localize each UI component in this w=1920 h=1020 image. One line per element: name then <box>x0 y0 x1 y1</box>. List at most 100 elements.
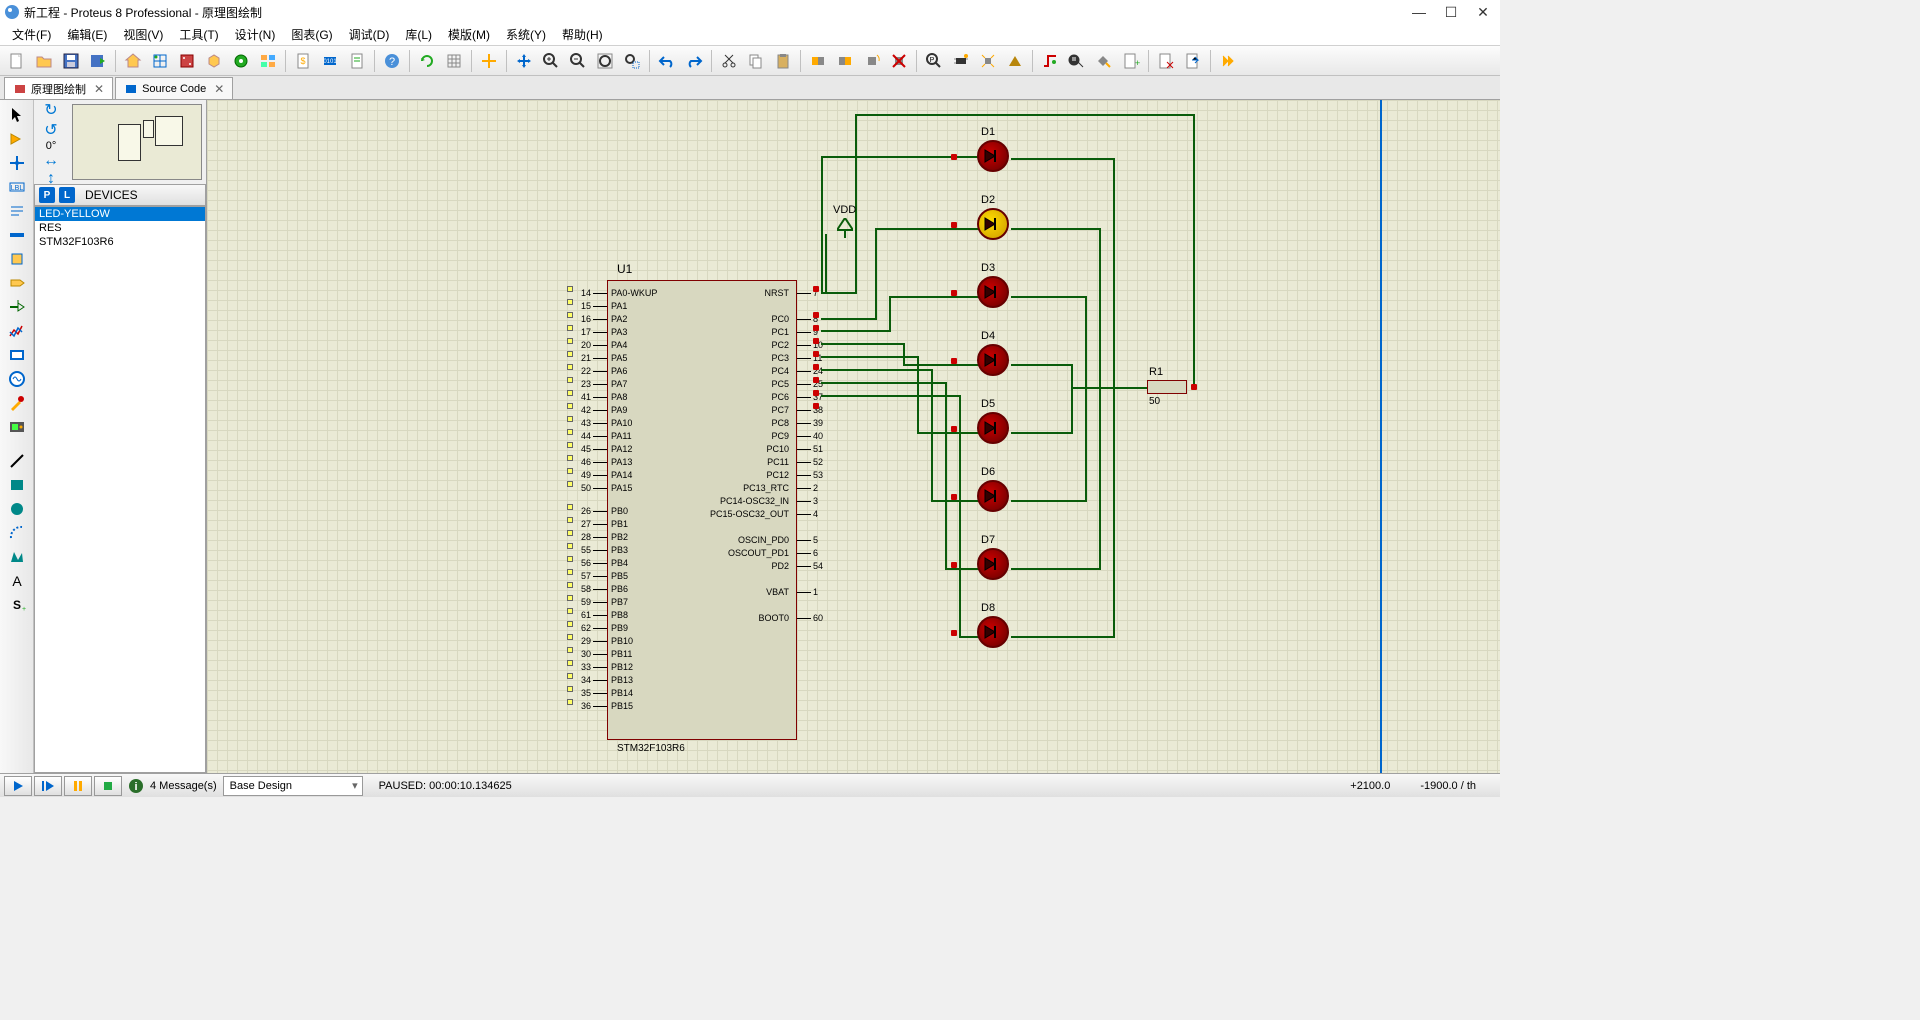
zoom-fit-button[interactable] <box>592 48 618 74</box>
schematic-canvas[interactable]: U1STM32F103R614PA0-WKUP15PA116PA217PA320… <box>207 100 1500 773</box>
pin-right[interactable]: 52 <box>797 457 823 467</box>
wire[interactable] <box>1071 388 1073 434</box>
wire[interactable] <box>821 156 823 292</box>
pin-left[interactable]: 27 <box>573 519 607 529</box>
pan-button[interactable] <box>511 48 537 74</box>
new-sheet-button[interactable]: + <box>1118 48 1144 74</box>
device-item[interactable]: RES <box>35 221 205 235</box>
pin-right[interactable]: 53 <box>797 470 823 480</box>
pin-right[interactable]: 60 <box>797 613 823 623</box>
new-file-button[interactable] <box>4 48 30 74</box>
wire[interactable] <box>1099 228 1101 388</box>
search-button[interactable] <box>1064 48 1090 74</box>
pin-left[interactable]: 43 <box>573 418 607 428</box>
l-badge[interactable]: L <box>59 187 75 203</box>
menu-编辑(E)[interactable]: 编辑(E) <box>59 24 115 45</box>
wire[interactable] <box>1011 636 1115 638</box>
wire[interactable] <box>875 228 877 318</box>
step-button[interactable] <box>34 776 62 796</box>
pin-right[interactable]: 10 <box>797 340 823 350</box>
pin-left[interactable]: 16 <box>573 314 607 324</box>
pin-right[interactable]: 6 <box>797 548 818 558</box>
schematic-button[interactable] <box>147 48 173 74</box>
text-tool[interactable]: A <box>3 570 31 592</box>
led-D6[interactable] <box>977 480 1009 512</box>
generator-tool[interactable] <box>3 368 31 390</box>
wire-autoroute-button[interactable] <box>1037 48 1063 74</box>
bus-tool[interactable] <box>3 224 31 246</box>
pcb-button[interactable] <box>174 48 200 74</box>
pause-button[interactable] <box>64 776 92 796</box>
menu-库(L)[interactable]: 库(L) <box>397 24 440 45</box>
pin-left[interactable]: 55 <box>573 545 607 555</box>
overview-panel[interactable] <box>72 104 202 180</box>
open-file-button[interactable] <box>31 48 57 74</box>
line-tool[interactable] <box>3 450 31 472</box>
rotate-cw-button[interactable]: ↻ <box>37 100 65 120</box>
menu-设计(N)[interactable]: 设计(N) <box>227 24 284 45</box>
led-D7[interactable] <box>977 548 1009 580</box>
pin-left[interactable]: 59 <box>573 597 607 607</box>
led-D5[interactable] <box>977 412 1009 444</box>
wire[interactable] <box>1085 388 1087 502</box>
wire[interactable] <box>917 356 919 432</box>
cut-button[interactable] <box>716 48 742 74</box>
pin-left[interactable]: 46 <box>573 457 607 467</box>
wire[interactable] <box>1011 500 1087 502</box>
pin-left[interactable]: 30 <box>573 649 607 659</box>
pin-right[interactable]: 24 <box>797 366 823 376</box>
wire[interactable] <box>821 156 911 158</box>
pin-left[interactable]: 20 <box>573 340 607 350</box>
wire[interactable] <box>1113 158 1115 388</box>
wire[interactable] <box>945 568 979 570</box>
wire[interactable] <box>1011 228 1101 230</box>
box-tool[interactable] <box>3 474 31 496</box>
path-tool[interactable] <box>3 546 31 568</box>
device-item[interactable]: STM32F103R6 <box>35 235 205 249</box>
pin-left[interactable]: 57 <box>573 571 607 581</box>
pin-left[interactable]: 17 <box>573 327 607 337</box>
graph-tool[interactable] <box>3 320 31 342</box>
wire[interactable] <box>909 156 979 158</box>
pin-left[interactable]: 50 <box>573 483 607 493</box>
wire[interactable] <box>1071 364 1073 388</box>
pin-left[interactable]: 28 <box>573 532 607 542</box>
wire[interactable] <box>959 636 979 638</box>
source-code-button[interactable]: 0101 <box>317 48 343 74</box>
save-button[interactable] <box>58 48 84 74</box>
wire[interactable] <box>959 395 961 636</box>
pin-left[interactable]: 14 <box>573 288 607 298</box>
pin-right[interactable]: 1 <box>797 587 818 597</box>
wire[interactable] <box>1011 568 1101 570</box>
instrument-tool[interactable] <box>3 416 31 438</box>
3d-button[interactable] <box>201 48 227 74</box>
pin-right[interactable]: 38 <box>797 405 823 415</box>
devices-list[interactable]: LED-YELLOWRESSTM32F103R6 <box>34 206 206 773</box>
pin-left[interactable]: 56 <box>573 558 607 568</box>
undo-button[interactable] <box>654 48 680 74</box>
goto-sheet-button[interactable] <box>1180 48 1206 74</box>
pin-left[interactable]: 36 <box>573 701 607 711</box>
design-explorer-button[interactable] <box>255 48 281 74</box>
wire[interactable] <box>1011 432 1073 434</box>
device-item[interactable]: LED-YELLOW <box>35 207 205 221</box>
p-badge[interactable]: P <box>39 187 55 203</box>
selection-tool[interactable] <box>3 104 31 126</box>
menu-视图(V)[interactable]: 视图(V) <box>115 24 171 45</box>
pin-right[interactable]: 37 <box>797 392 823 402</box>
pin-right[interactable]: 39 <box>797 418 823 428</box>
flip-h-button[interactable]: ↔ <box>37 152 65 170</box>
wire[interactable] <box>1071 387 1147 389</box>
close-button[interactable]: ✕ <box>1476 5 1490 19</box>
pin-left[interactable]: 21 <box>573 353 607 363</box>
compile-button[interactable] <box>1002 48 1028 74</box>
pin-right[interactable]: 3 <box>797 496 818 506</box>
maximize-button[interactable]: ☐ <box>1444 5 1458 19</box>
decompose-button[interactable] <box>975 48 1001 74</box>
pin-left[interactable]: 33 <box>573 662 607 672</box>
wire[interactable] <box>1011 158 1115 160</box>
pin-right[interactable]: 5 <box>797 535 818 545</box>
wire[interactable] <box>903 343 905 364</box>
wire[interactable] <box>1011 364 1073 366</box>
tab-close[interactable]: ✕ <box>94 82 104 96</box>
